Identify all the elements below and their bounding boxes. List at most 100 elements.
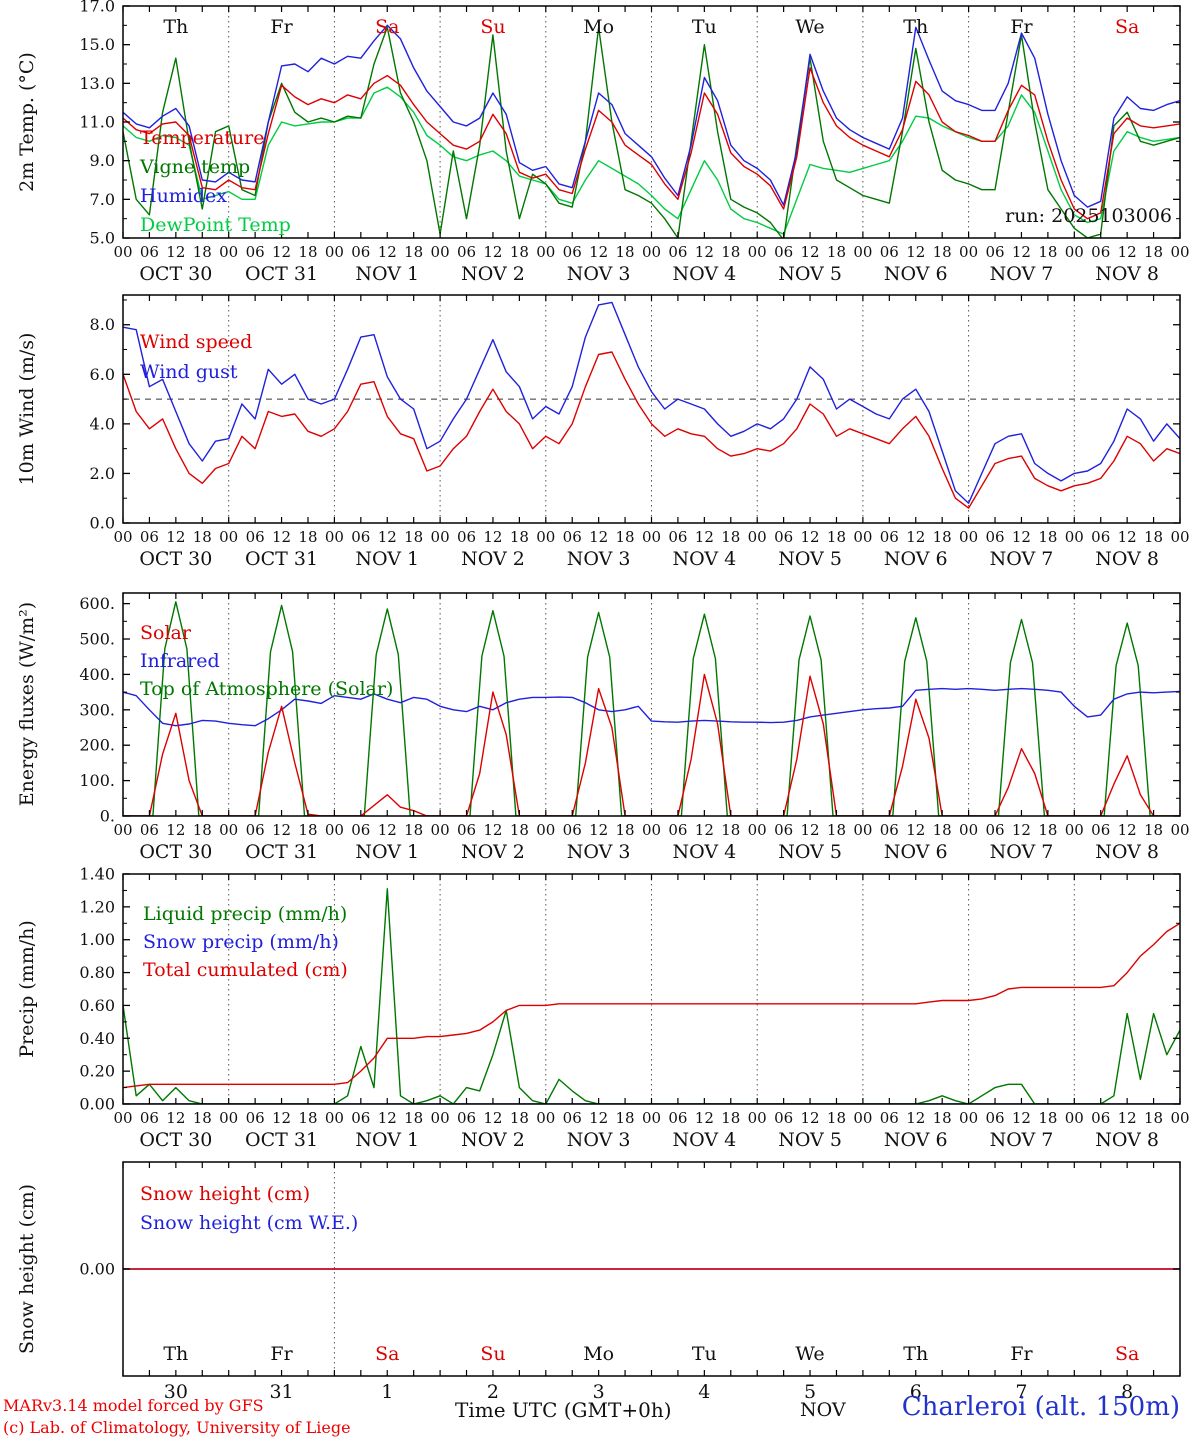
hour-tick-label: 18 [1144,821,1163,839]
y-axis-label-temperature: 2m Temp. (°C) [16,52,38,192]
series-temperature [123,67,1180,220]
hour-tick-label: 12 [589,528,608,546]
date-number-label: 8 [1121,1381,1133,1403]
hour-tick-label: 06 [1091,1109,1110,1127]
date-label: NOV 1 [355,1129,419,1151]
date-label: NOV 7 [990,841,1054,863]
hour-tick-label: 12 [166,821,185,839]
date-label: OCT 31 [245,841,318,863]
hour-tick-label: 06 [563,1109,582,1127]
lab-credit-line: (c) Lab. of Climatology, University of L… [3,1418,351,1437]
date-label: NOV 3 [567,548,631,570]
y-tick-label: 13.0 [79,74,115,93]
hour-tick-label: 00 [1170,243,1189,261]
y-tick-label: 500. [79,630,115,649]
hour-tick-label: 00 [853,243,872,261]
hour-tick-label: 18 [510,821,529,839]
hour-tick-label: 06 [457,243,476,261]
hour-tick-label: 06 [140,1109,159,1127]
date-label: NOV 3 [567,1129,631,1151]
date-number-label: 30 [164,1381,188,1403]
hour-tick-label: 18 [298,243,317,261]
hour-tick-label: 18 [298,528,317,546]
hour-tick-label: 12 [272,243,291,261]
series-liquid-precip [123,888,1180,1104]
hour-tick-label: 00 [325,528,344,546]
hour-tick-label: 00 [1170,528,1189,546]
date-label: NOV 7 [990,263,1054,285]
hour-tick-label: 18 [193,821,212,839]
hour-tick-label: 12 [483,821,502,839]
hour-tick-label: 06 [140,821,159,839]
hour-tick-label: 06 [985,821,1004,839]
month-label: NOV [800,1399,846,1421]
hour-tick-label: 18 [616,243,635,261]
hour-tick-label: 06 [246,1109,265,1127]
date-label: OCT 30 [139,1129,212,1151]
date-label: NOV 6 [884,548,948,570]
hour-tick-label: 00 [959,528,978,546]
date-label: NOV 6 [884,263,948,285]
hour-tick-label: 06 [985,528,1004,546]
hour-tick-label: 12 [166,243,185,261]
hour-tick-label: 00 [642,1109,661,1127]
day-name-label: Sa [1115,1343,1139,1365]
day-name-label: Sa [375,1343,399,1365]
hour-tick-label: 06 [140,528,159,546]
hour-tick-label: 18 [616,1109,635,1127]
y-tick-label: 600. [79,594,115,613]
hour-tick-label: 12 [695,243,714,261]
y-tick-label: 9.0 [90,151,115,170]
y-tick-label: 11.0 [79,113,115,132]
day-name-label: Th [903,1343,928,1365]
date-label: NOV 4 [672,1129,736,1151]
hour-tick-label: 06 [880,528,899,546]
hour-tick-label: 00 [219,243,238,261]
hour-tick-label: 18 [510,528,529,546]
hour-tick-label: 18 [510,1109,529,1127]
y-tick-label: 1.00 [79,930,115,949]
hour-tick-label: 00 [219,528,238,546]
date-number-label: 2 [487,1381,499,1403]
hour-tick-label: 06 [880,1109,899,1127]
hour-tick-label: 06 [563,243,582,261]
y-tick-label: 0.60 [79,996,115,1015]
hour-tick-label: 18 [1144,1109,1163,1127]
hour-tick-label: 18 [193,243,212,261]
legend-vigne-temp: Vigne temp [140,156,251,178]
hour-tick-label: 06 [351,1109,370,1127]
hour-tick-label: 12 [695,528,714,546]
y-axis-label-snow-height: Snow height (cm) [16,1183,38,1355]
hour-tick-label: 12 [801,1109,820,1127]
hour-tick-label: 06 [774,243,793,261]
date-label: NOV 7 [990,1129,1054,1151]
hour-tick-label: 00 [1065,1109,1084,1127]
hour-tick-label: 06 [668,821,687,839]
hour-tick-label: 18 [721,1109,740,1127]
legend-temperature: Temperature [140,127,265,149]
day-name-label: Th [163,16,188,38]
hour-tick-label: 12 [1118,1109,1137,1127]
hour-tick-label: 00 [113,243,132,261]
date-label: NOV 5 [778,548,842,570]
y-tick-label: 100. [79,771,115,790]
hour-tick-label: 00 [536,528,555,546]
y-tick-label: 6.0 [90,365,115,384]
hour-tick-label: 18 [827,528,846,546]
hour-tick-label: 00 [1065,821,1084,839]
hour-tick-label: 12 [1118,821,1137,839]
hour-tick-label: 06 [457,1109,476,1127]
hour-tick-label: 00 [113,528,132,546]
date-label: NOV 2 [461,1129,525,1151]
y-axis-label-precip: Precip (mm/h) [16,920,38,1058]
hour-tick-label: 18 [827,243,846,261]
hour-tick-label: 00 [959,243,978,261]
day-name-label: Tu [692,16,717,38]
y-tick-label: 300. [79,700,115,719]
hour-tick-label: 18 [510,243,529,261]
hour-tick-label: 00 [748,821,767,839]
hour-tick-label: 12 [801,243,820,261]
hour-tick-label: 12 [1118,243,1137,261]
legend-snow-height-we: Snow height (cm W.E.) [140,1212,359,1234]
y-axis-label-energy: Energy fluxes (W/m²) [16,601,38,807]
